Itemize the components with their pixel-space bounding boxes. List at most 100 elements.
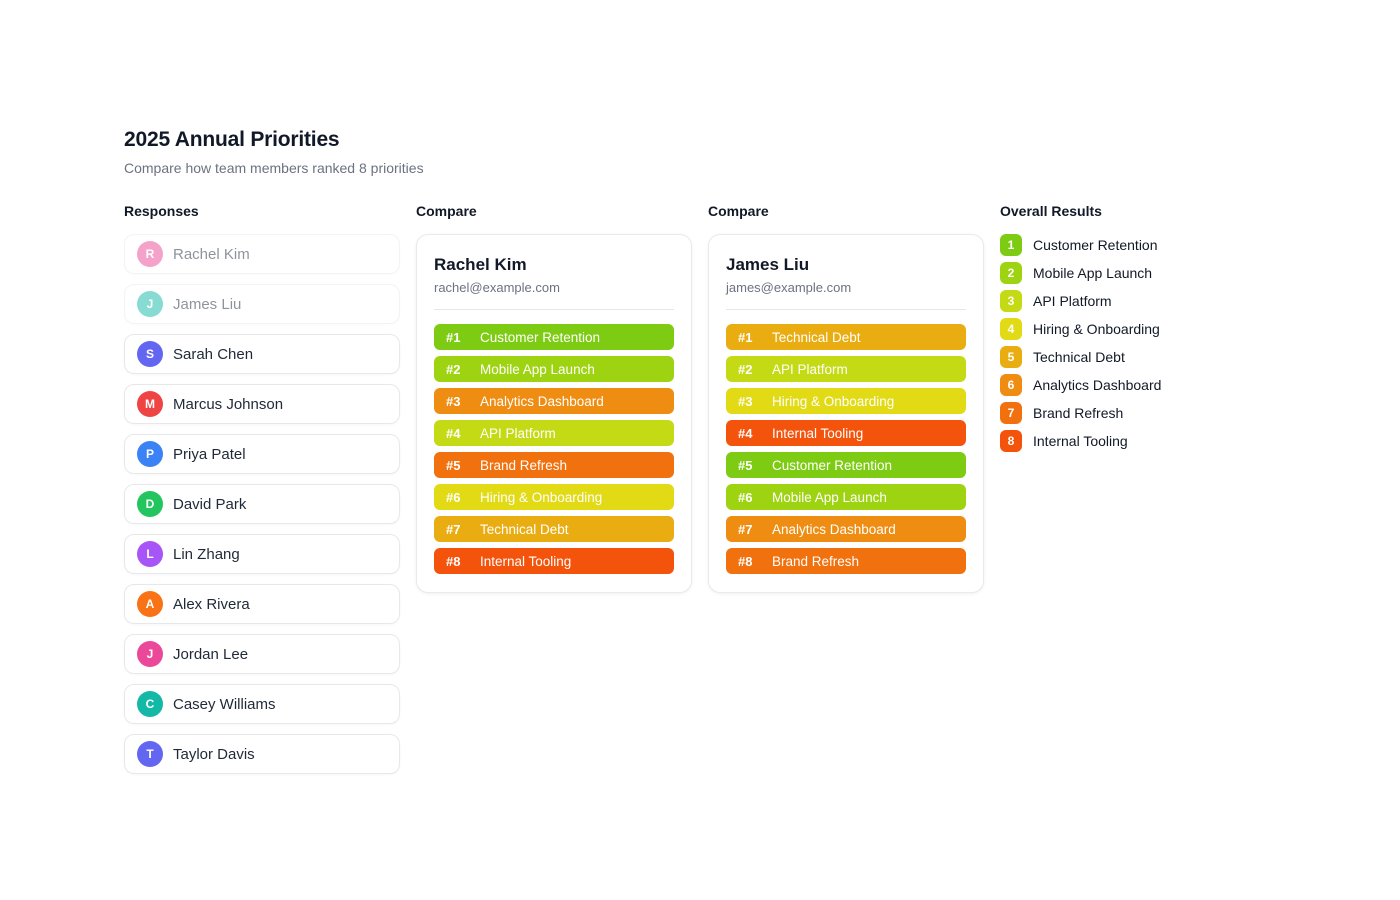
rank-bar-7: #7 Technical Debt [434,516,674,542]
avatar: R [137,241,163,267]
priority-label: Customer Retention [480,329,601,345]
rank-number: #6 [738,489,753,505]
compare-card-name: Rachel Kim [434,255,527,274]
overall-row-4: 4 Hiring & Onboarding [1000,318,1276,340]
rank-bar-8: #8 Internal Tooling [434,548,674,574]
member-name: Marcus Johnson [173,395,284,413]
avatar: J [137,641,163,667]
rank-number: #5 [738,457,753,473]
priority-label: Hiring & Onboarding [480,489,603,505]
rank-number: #4 [446,425,461,441]
avatar: M [137,391,163,417]
rank-number: #3 [738,393,753,409]
card-divider [726,309,966,310]
rank-number: #4 [738,425,753,441]
rank-bars: #1 Technical Debt #2 API Platform #3 Hir… [726,324,966,574]
compare-card-email: james@example.com [726,280,852,295]
rank-number: #8 [738,553,753,569]
rank-number: #6 [446,489,461,505]
overall-rank-badge: 3 [1000,290,1022,312]
member-row-marcus-johnson[interactable]: M Marcus Johnson [124,384,400,424]
member-name: Lin Zhang [173,545,240,563]
rank-number: #1 [738,329,753,345]
columns: Responses R Rachel Kim J James Liu S Sar… [124,203,1400,774]
member-row-david-park[interactable]: D David Park [124,484,400,524]
avatar: S [137,341,163,367]
avatar: D [137,491,163,517]
avatar: L [137,541,163,567]
overall-row-2: 2 Mobile App Launch [1000,262,1276,284]
rank-number: #7 [446,521,461,537]
member-row-taylor-davis[interactable]: T Taylor Davis [124,734,400,774]
avatar: A [137,591,163,617]
member-list: R Rachel Kim J James Liu S Sarah Chen M … [124,234,400,774]
card-divider [434,309,674,310]
rank-bar-5: #5 Brand Refresh [434,452,674,478]
compare-card-name: James Liu [726,255,810,274]
overall-row-8: 8 Internal Tooling [1000,430,1276,452]
overall-list: 1 Customer Retention 2 Mobile App Launch… [1000,234,1276,452]
rank-number: #8 [446,553,461,569]
compare-column-2: Compare James Liu james@example.com #1 T… [708,203,984,593]
rank-bar-4: #4 Internal Tooling [726,420,966,446]
rank-number: #7 [738,521,753,537]
overall-rank-badge: 2 [1000,262,1022,284]
compare-card-email: rachel@example.com [434,280,560,295]
compare-heading-2: Compare [708,203,769,219]
member-row-priya-patel[interactable]: P Priya Patel [124,434,400,474]
overall-rank-badge: 5 [1000,346,1022,368]
priority-label: Brand Refresh [772,553,860,569]
avatar: T [137,741,163,767]
priority-label: API Platform [480,425,556,441]
member-row-lin-zhang[interactable]: L Lin Zhang [124,534,400,574]
overall-rank-badge: 1 [1000,234,1022,256]
member-row-casey-williams[interactable]: C Casey Williams [124,684,400,724]
compare-column-1: Compare Rachel Kim rachel@example.com #1… [416,203,692,593]
compare-card-james-liu: James Liu james@example.com #1 Technical… [708,234,984,593]
priority-label: API Platform [772,361,848,377]
member-row-sarah-chen[interactable]: S Sarah Chen [124,334,400,374]
page-title: 2025 Annual Priorities [124,128,340,151]
rank-number: #5 [446,457,461,473]
member-name: Priya Patel [173,445,246,463]
compare-heading-1: Compare [416,203,477,219]
overall-priority-label: Brand Refresh [1033,405,1124,421]
member-row-rachel-kim[interactable]: R Rachel Kim [124,234,400,274]
avatar: P [137,441,163,467]
overall-priority-label: Technical Debt [1033,349,1125,365]
rank-number: #2 [738,361,753,377]
member-name: James Liu [173,295,242,313]
overall-priority-label: Hiring & Onboarding [1033,321,1160,337]
member-row-alex-rivera[interactable]: A Alex Rivera [124,584,400,624]
rank-number: #3 [446,393,461,409]
avatar: C [137,691,163,717]
page: 2025 Annual Priorities Compare how team … [124,128,1400,774]
member-row-james-liu[interactable]: J James Liu [124,284,400,324]
overall-rank-badge: 6 [1000,374,1022,396]
overall-row-6: 6 Analytics Dashboard [1000,374,1276,396]
rank-bar-3: #3 Analytics Dashboard [434,388,674,414]
overall-row-5: 5 Technical Debt [1000,346,1276,368]
member-name: Casey Williams [173,695,276,713]
member-name: Rachel Kim [173,245,250,263]
member-name: Jordan Lee [173,645,249,663]
overall-priority-label: API Platform [1033,293,1112,309]
compare-card-rachel-kim: Rachel Kim rachel@example.com #1 Custome… [416,234,692,593]
rank-bar-7: #7 Analytics Dashboard [726,516,966,542]
rank-bar-5: #5 Customer Retention [726,452,966,478]
priority-label: Mobile App Launch [772,489,887,505]
avatar: J [137,291,163,317]
overall-rank-badge: 8 [1000,430,1022,452]
rank-bars: #1 Customer Retention #2 Mobile App Laun… [434,324,674,574]
priority-label: Analytics Dashboard [772,521,896,537]
priority-label: Customer Retention [772,457,893,473]
member-name: Taylor Davis [173,745,255,763]
overall-column: Overall Results 1 Customer Retention 2 M… [1000,203,1276,452]
rank-bar-1: #1 Customer Retention [434,324,674,350]
overall-rank-badge: 4 [1000,318,1022,340]
overall-row-1: 1 Customer Retention [1000,234,1276,256]
responses-heading: Responses [124,203,199,219]
member-row-jordan-lee[interactable]: J Jordan Lee [124,634,400,674]
priority-label: Brand Refresh [480,457,568,473]
overall-priority-label: Mobile App Launch [1033,265,1153,281]
